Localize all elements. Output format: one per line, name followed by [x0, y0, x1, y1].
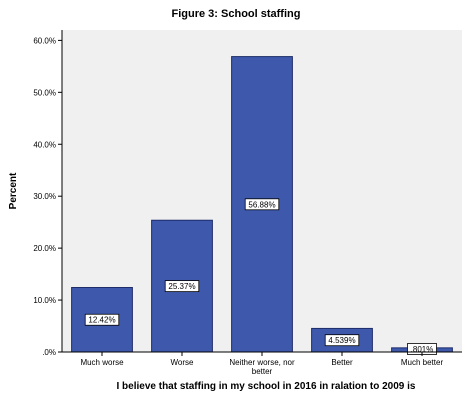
y-axis: .0% 10.0% 20.0% 30.0% 40.0% 50.0% 60.0% — [33, 30, 63, 357]
x-tick-label: Much better — [401, 358, 444, 367]
x-tick-label: Better — [331, 358, 353, 367]
y-tick-label: .0% — [42, 348, 56, 357]
data-label: 12.42% — [88, 316, 115, 325]
data-label: 25.37% — [168, 282, 195, 291]
data-label-box — [244, 198, 280, 211]
y-tick-label: 60.0% — [33, 36, 56, 45]
data-label-box — [164, 280, 200, 293]
x-axis: Much worse Worse Neither worse, nor better B… — [62, 351, 462, 376]
y-tick-label: 10.0% — [33, 296, 56, 305]
data-label-box — [324, 334, 360, 347]
x-tick-label: Neither worse, nor better — [229, 358, 295, 376]
y-tick-label: 20.0% — [33, 244, 56, 253]
data-label: 4.539% — [328, 336, 355, 345]
y-tick-label: 40.0% — [33, 140, 56, 149]
x-axis-title: I believe that staffing in my school in … — [117, 381, 416, 392]
x-tick-label: Much worse — [80, 358, 124, 367]
y-axis-title: Percent — [8, 172, 19, 209]
data-label: .801% — [411, 345, 434, 354]
x-tick-label: Worse — [171, 358, 195, 367]
y-tick-label: 50.0% — [33, 88, 56, 97]
bars: 12.42% 25.37% 56.88% 4.539% .801% — [71, 56, 453, 355]
data-label-box — [84, 313, 120, 326]
data-label: 56.88% — [248, 200, 275, 209]
chart-title: Figure 3: School staffing — [172, 8, 301, 20]
y-tick-label: 30.0% — [33, 192, 56, 201]
